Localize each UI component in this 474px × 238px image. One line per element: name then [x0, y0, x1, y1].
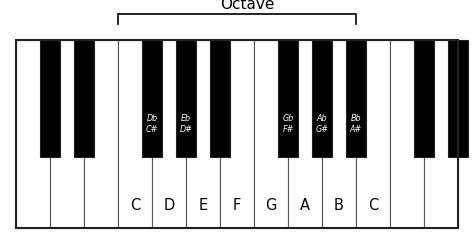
Text: G: G [265, 198, 277, 213]
Text: D: D [164, 198, 174, 213]
Text: C: C [368, 198, 378, 213]
Bar [322, 40, 356, 228]
Bar [278, 40, 298, 157]
Text: Octave: Octave [220, 0, 274, 12]
Bar [142, 40, 162, 157]
Bar [16, 40, 458, 228]
Bar [210, 40, 230, 157]
Bar [220, 40, 254, 228]
Text: Gb
F#: Gb F# [283, 114, 294, 134]
Bar [50, 40, 84, 228]
Bar [288, 40, 322, 228]
Bar [176, 40, 196, 157]
Bar [40, 40, 60, 157]
Text: E: E [199, 198, 208, 213]
Text: Eb
D#: Eb D# [180, 114, 192, 134]
Bar [16, 40, 50, 228]
Bar [312, 40, 332, 157]
Bar [118, 40, 152, 228]
Bar [414, 40, 434, 157]
Bar [356, 40, 390, 228]
Bar [448, 40, 468, 157]
Text: Db
C#: Db C# [146, 114, 158, 134]
Bar [254, 40, 288, 228]
Bar [152, 40, 186, 228]
Bar [186, 40, 220, 228]
Text: Ab
G#: Ab G# [316, 114, 328, 134]
Bar [84, 40, 118, 228]
Bar [390, 40, 424, 228]
Text: B: B [334, 198, 344, 213]
Bar [424, 40, 458, 228]
Text: A: A [300, 198, 310, 213]
Text: Bb
A#: Bb A# [350, 114, 362, 134]
Bar [346, 40, 366, 157]
Text: C: C [130, 198, 140, 213]
Bar [74, 40, 94, 157]
Text: F: F [233, 198, 241, 213]
